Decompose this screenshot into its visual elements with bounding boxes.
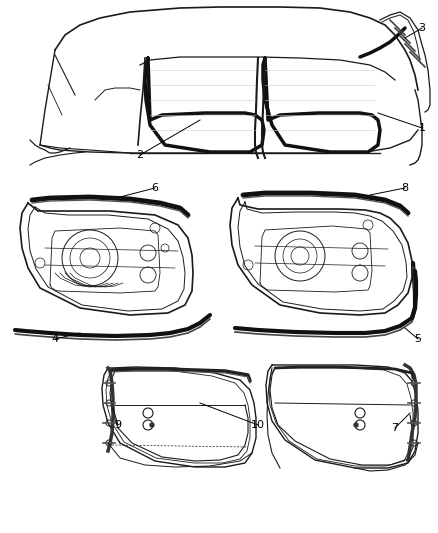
- Text: 10: 10: [251, 420, 265, 430]
- Text: 4: 4: [51, 334, 59, 344]
- Circle shape: [354, 423, 358, 427]
- Text: 7: 7: [392, 423, 399, 433]
- Text: 5: 5: [414, 334, 421, 344]
- Text: 6: 6: [152, 183, 159, 193]
- Text: 3: 3: [418, 23, 425, 33]
- Text: 8: 8: [402, 183, 409, 193]
- Text: 1: 1: [418, 123, 425, 133]
- Text: 2: 2: [137, 150, 144, 160]
- Circle shape: [150, 423, 154, 427]
- Text: 9: 9: [114, 420, 122, 430]
